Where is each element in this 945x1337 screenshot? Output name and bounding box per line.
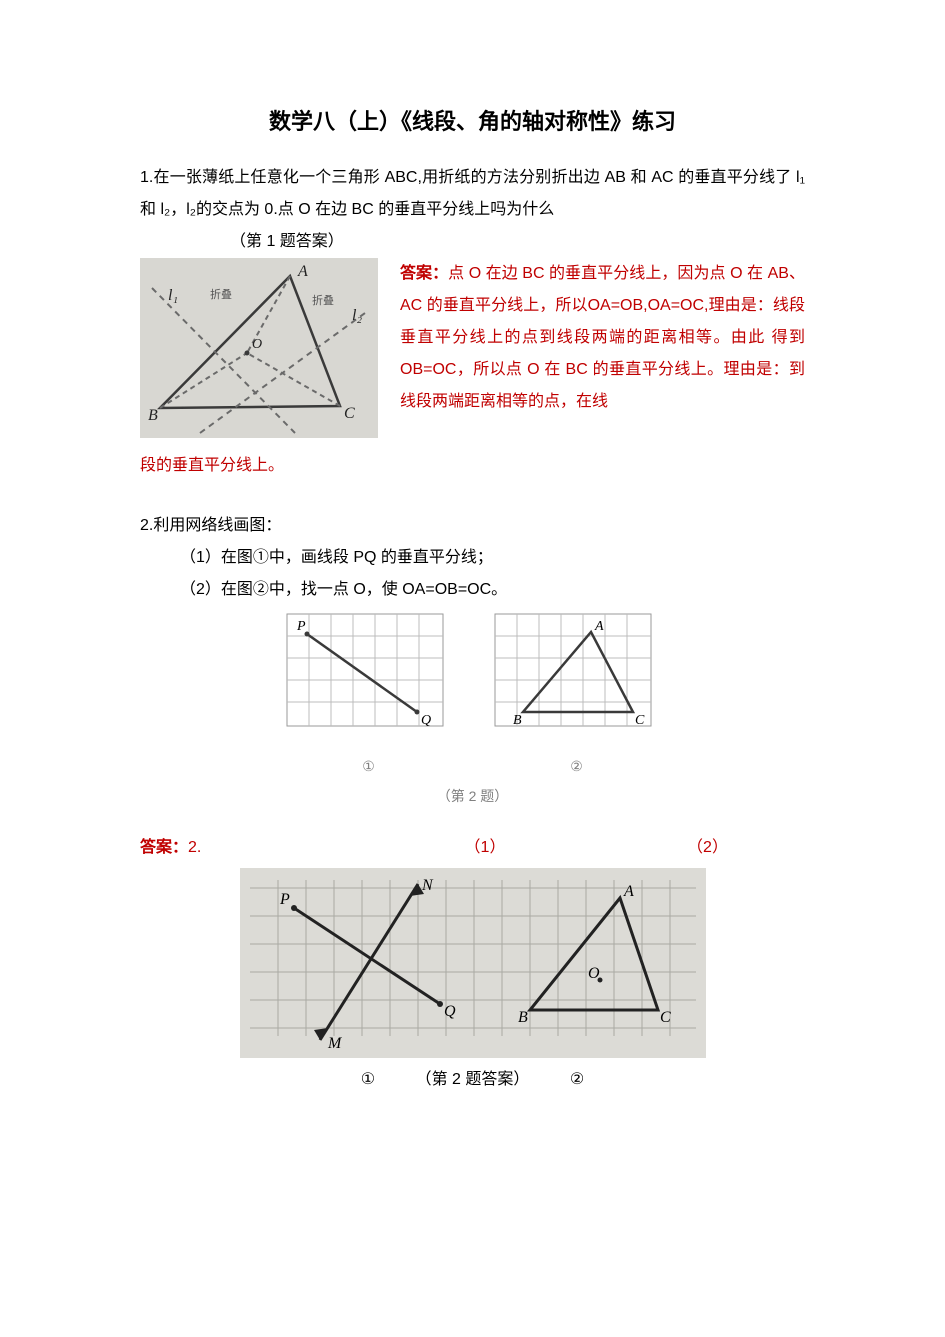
svg-text:C: C	[635, 713, 645, 728]
svg-text:P: P	[279, 891, 290, 908]
answer2-caption-mid: （第 2 题答案）	[416, 1071, 530, 1088]
q1-answer-body: 点 O 在边 BC 的垂直平分线上，因为点 O 在 AB、AC 的垂直平分线上，…	[400, 265, 805, 410]
q1-caption: （第 1 题答案）	[230, 226, 805, 258]
svg-text:C: C	[660, 1009, 671, 1026]
svg-text:O: O	[252, 337, 262, 352]
answer2-num: 2.	[188, 839, 201, 856]
q2-sub2: （2）在图②中，找一点 O，使 OA=OB=OC。	[180, 574, 805, 606]
svg-text:Q: Q	[444, 1003, 456, 1020]
svg-text:Q: Q	[421, 713, 431, 728]
q1-figure: A B C O l₁ l₂ 折叠 折叠	[140, 258, 378, 450]
svg-text:M: M	[327, 1035, 343, 1052]
svg-text:l₂: l₂	[352, 307, 362, 324]
svg-text:A: A	[594, 619, 604, 634]
q2-mini-caption-1: ①	[285, 752, 453, 780]
q2-figure-1: P Q ①	[285, 612, 453, 780]
q1-stem: 1.在一张薄纸上任意化一个三角形 ABC,用折纸的方法分别折出边 AB 和 AC…	[140, 162, 805, 226]
answer2-caption-left: ①	[361, 1071, 375, 1088]
answer2-figure: P Q M N A B C O	[140, 868, 805, 1058]
q2-figure-2: A B C ②	[493, 612, 661, 780]
svg-text:P: P	[296, 619, 306, 634]
svg-text:折叠: 折叠	[210, 287, 232, 301]
answer2-label: 答案：	[140, 839, 188, 856]
q2-stem: 2.利用网络线画图：	[140, 510, 805, 542]
answer2-caption: ① （第 2 题答案） ②	[140, 1064, 805, 1096]
page-title: 数学八（上）《线段、角的轴对称性》练习	[140, 100, 805, 144]
q1-answer-continuation: 段的垂直平分线上。	[140, 450, 805, 482]
svg-text:C: C	[344, 405, 355, 422]
svg-text:B: B	[518, 1009, 528, 1026]
q2-main-caption: （第 2 题）	[140, 782, 805, 810]
svg-text:A: A	[297, 263, 308, 280]
svg-text:A: A	[623, 883, 634, 900]
svg-text:N: N	[421, 877, 434, 894]
q2-mini-caption-2: ②	[493, 752, 661, 780]
svg-text:折叠: 折叠	[312, 293, 334, 307]
svg-text:l₁: l₁	[168, 287, 178, 304]
svg-text:O: O	[588, 965, 600, 982]
answer2-col1: （1）	[360, 832, 610, 864]
q1-answer: 答案：点 O 在边 BC 的垂直平分线上，因为点 O 在 AB、AC 的垂直平分…	[400, 258, 805, 418]
answer2-caption-right: ②	[570, 1071, 584, 1088]
svg-text:B: B	[148, 407, 158, 424]
answer-label: 答案：	[400, 265, 448, 282]
svg-text:B: B	[513, 713, 522, 728]
answer2-col2: （2）	[610, 832, 805, 864]
q2-sub1: （1）在图①中，画线段 PQ 的垂直平分线；	[180, 542, 805, 574]
